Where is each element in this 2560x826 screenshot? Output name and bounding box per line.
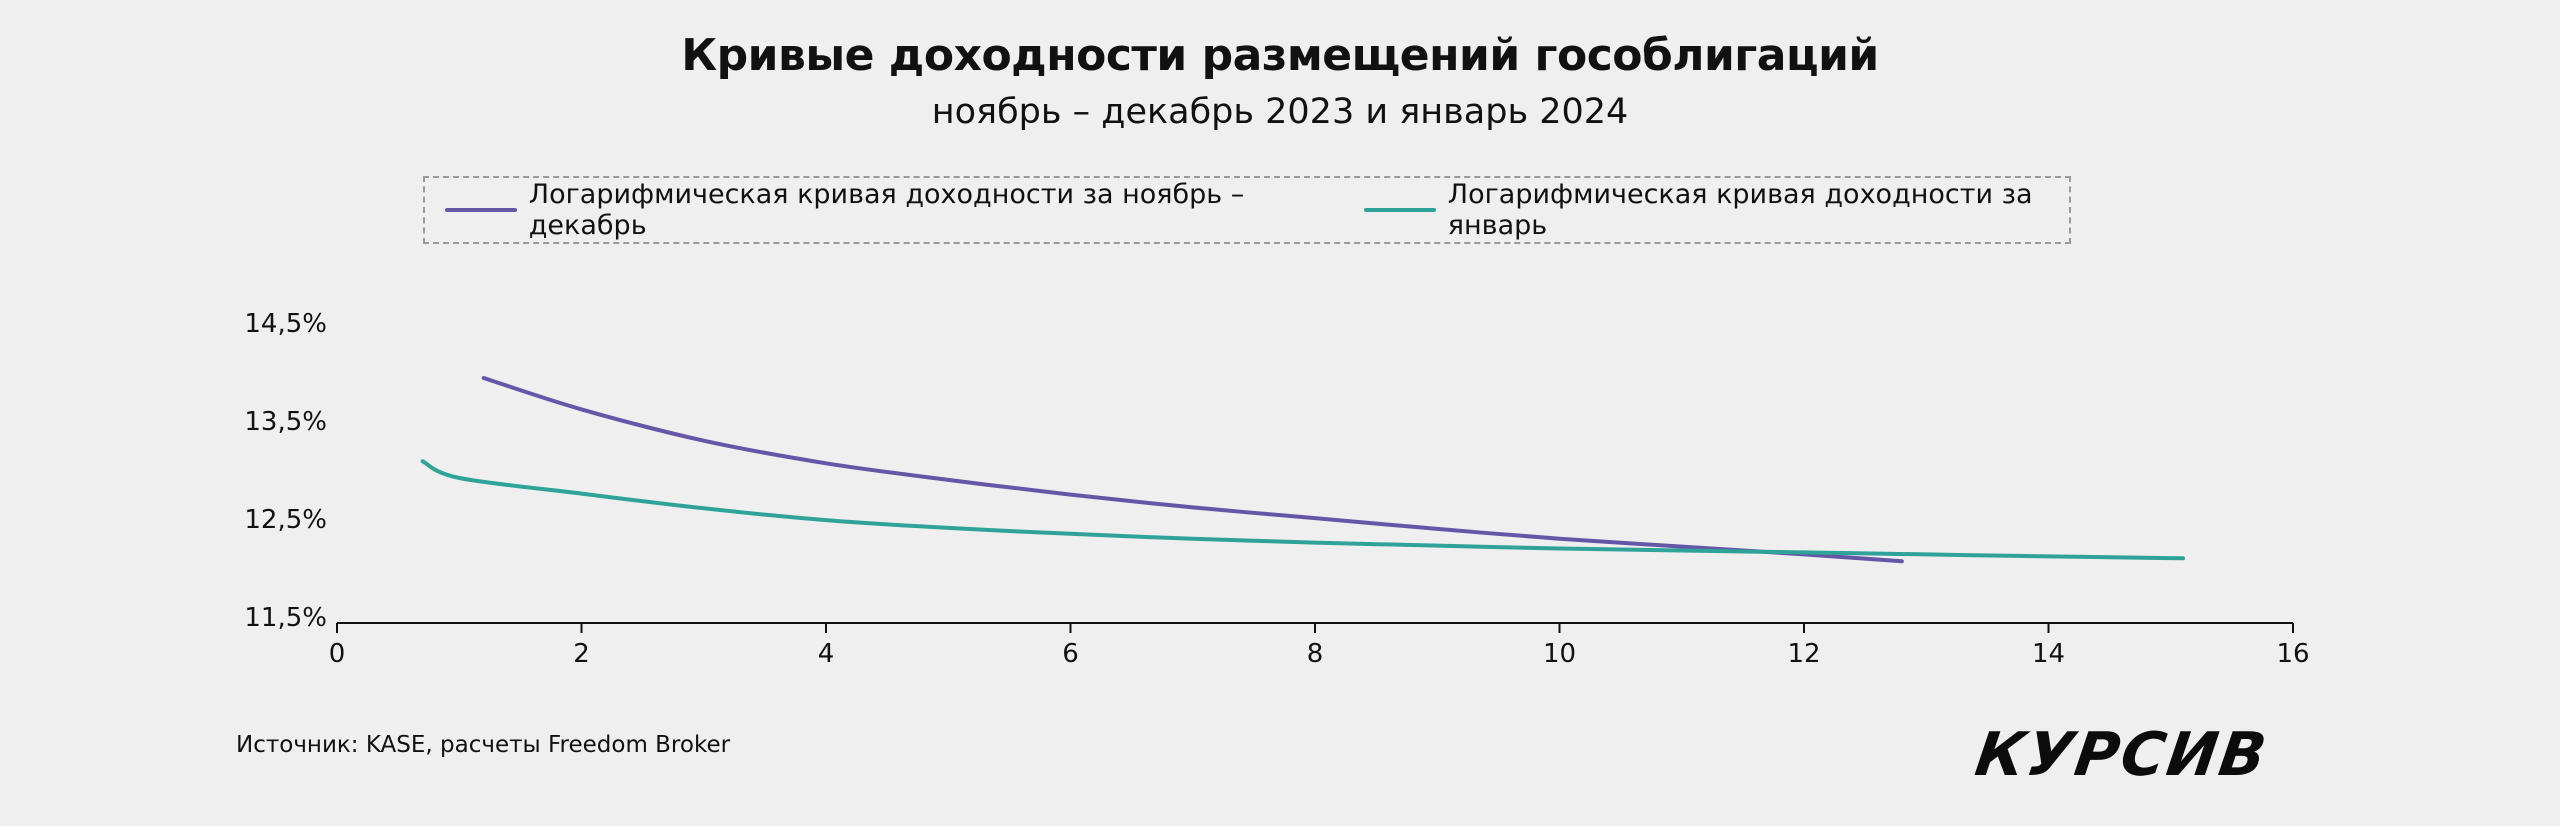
y-tick-label: 11,5% [244,603,327,633]
x-tick-label: 12 [1787,639,1820,669]
series-line-nov-dec [481,376,1904,564]
legend-item-nov-dec: Логарифмическая кривая доходности за ноя… [445,179,1284,241]
y-tick-label: 13,5% [244,407,327,437]
legend-swatch-nov-dec [445,208,517,212]
legend-label-jan: Логарифмическая кривая доходности за янв… [1447,179,2033,241]
x-tick-label: 4 [818,639,835,669]
x-tick-label: 0 [329,639,346,669]
chart-legend: Логарифмическая кривая доходности за ноя… [423,176,2071,244]
x-tick-label: 8 [1307,639,1324,669]
chart-subtitle: ноябрь – декабрь 2023 и январь 2024 [931,92,1629,132]
x-tick-label: 2 [573,639,590,669]
legend-item-jan: Логарифмическая кривая доходности за янв… [1364,179,2069,241]
x-tick-label: 16 [2276,639,2309,669]
x-tick-label: 6 [1062,639,1079,669]
x-tick-label: 10 [1543,639,1576,669]
x-tick-label: 14 [2032,639,2065,669]
legend-label-nov-dec: Логарифмическая кривая доходности за ноя… [528,179,1245,241]
kursiv-logo: КУРСИВ [1971,720,2273,790]
y-tick-label: 14,5% [244,309,327,339]
chart-title: Кривые доходности размещений гособлигаци… [681,30,1879,81]
y-tick-label: 12,5% [244,505,327,535]
series-line-jan [420,459,2185,561]
legend-swatch-jan [1364,208,1436,212]
source-note: Источник: KASE, расчеты Freedom Broker [236,732,731,758]
